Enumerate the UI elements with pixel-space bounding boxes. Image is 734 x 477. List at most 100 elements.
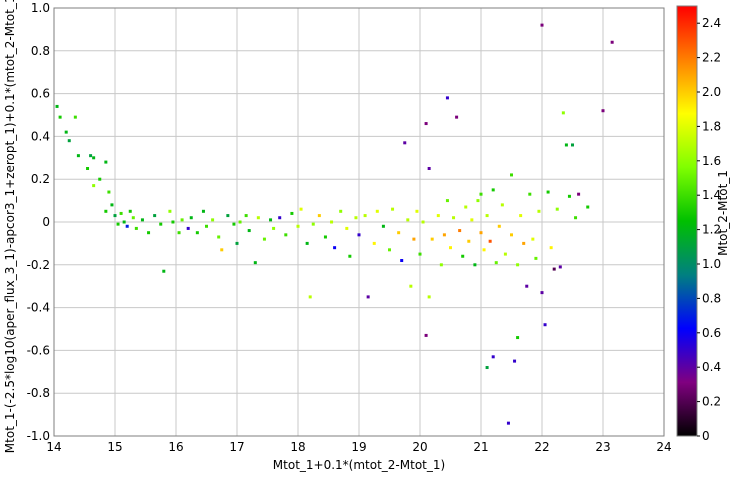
data-point — [488, 239, 492, 243]
plot-frame — [53, 7, 665, 437]
data-point — [464, 205, 468, 209]
data-point — [159, 222, 163, 226]
data-point — [442, 233, 446, 237]
data-point — [116, 222, 120, 226]
data-point — [610, 40, 614, 44]
data-point — [262, 237, 266, 241]
data-point — [540, 23, 544, 27]
data-point — [430, 237, 434, 241]
data-point — [400, 259, 404, 263]
data-point — [455, 115, 459, 119]
colorbar-tick-label: 1.6 — [702, 154, 721, 168]
data-point — [284, 233, 288, 237]
data-point — [406, 218, 410, 222]
data-point — [244, 214, 248, 218]
data-point — [217, 235, 221, 239]
data-point — [113, 214, 117, 218]
x-tick-label: 24 — [656, 440, 671, 454]
x-tick-label: 14 — [46, 440, 61, 454]
data-point — [363, 214, 367, 218]
data-point — [491, 355, 495, 359]
colorbar-tick-label: 2.0 — [702, 85, 721, 99]
data-point — [449, 246, 452, 250]
data-point — [134, 226, 138, 230]
y-axis-title: Mtot_1-(-2.5*log10(aper_flux_3_1)-apcor3… — [3, 0, 17, 453]
data-point — [415, 209, 419, 213]
data-point — [424, 122, 428, 126]
data-point — [470, 218, 474, 222]
x-tick-label: 15 — [107, 440, 122, 454]
data-point — [296, 224, 300, 228]
y-tick-label: -0.6 — [27, 343, 50, 357]
data-point — [104, 160, 108, 164]
data-point — [55, 104, 59, 108]
data-point — [497, 224, 501, 228]
data-point — [601, 109, 605, 113]
colorbar-tick-label: 0 — [702, 429, 710, 443]
data-point — [153, 214, 157, 218]
data-point — [220, 248, 224, 252]
y-tick-label: -0.2 — [27, 258, 50, 272]
colorbar-tick-labels: 0 0.2 0.4 0.6 0.8 1.0 1.2 1.4 1.6 1.8 2.0 2.2 2.4 — [697, 16, 721, 443]
data-point — [391, 207, 395, 211]
data-point — [494, 261, 498, 265]
data-point — [418, 252, 422, 256]
points-layer — [55, 23, 614, 425]
x-tick-label: 23 — [595, 440, 610, 454]
colorbar-tick-label: 0.2 — [702, 395, 721, 409]
data-point — [147, 231, 151, 235]
colorbar-title: Mtot_2-Mtot_1 — [716, 170, 730, 256]
data-point — [189, 216, 193, 220]
grid-layer — [53, 7, 665, 437]
data-point — [107, 190, 111, 194]
data-point — [253, 261, 257, 265]
data-point — [485, 214, 489, 218]
y-tick-label: 0.2 — [31, 172, 50, 186]
data-point — [104, 209, 108, 213]
colorbar-tick-label: 2.4 — [702, 16, 721, 30]
data-point — [482, 248, 486, 252]
data-point — [162, 269, 166, 273]
data-point — [238, 220, 242, 224]
colorbar — [676, 5, 698, 437]
data-point — [58, 115, 62, 119]
colorbar-tick-label: 0.4 — [702, 360, 721, 374]
data-point — [473, 263, 477, 267]
data-point — [73, 115, 77, 119]
data-point — [516, 263, 520, 267]
data-point — [317, 214, 321, 218]
data-point — [247, 229, 251, 233]
x-tick-label: 21 — [473, 440, 488, 454]
y-tick-label: -0.8 — [27, 386, 50, 400]
data-point — [128, 209, 132, 213]
x-tick-labels: 14 15 16 17 18 19 20 21 22 23 24 — [46, 440, 671, 454]
data-point — [235, 241, 239, 245]
data-point — [366, 295, 370, 299]
data-point — [503, 252, 507, 256]
colorbar-tick-label: 1.0 — [702, 257, 721, 271]
colorbar-tick-label: 0.6 — [702, 326, 721, 340]
data-point — [421, 220, 425, 224]
colorbar-tick-label: 0.8 — [702, 291, 721, 305]
data-point — [195, 231, 199, 235]
data-point — [388, 248, 391, 252]
data-point — [543, 323, 547, 327]
data-point — [305, 241, 309, 245]
data-point — [92, 184, 96, 188]
colorbar-tick-label: 1.4 — [702, 188, 721, 202]
data-point — [427, 167, 431, 170]
data-point — [491, 188, 495, 192]
data-point — [131, 216, 135, 220]
data-point — [232, 222, 236, 226]
y-tick-label: 0 — [42, 215, 50, 229]
data-point — [177, 231, 181, 235]
y-tick-label: -0.4 — [27, 301, 50, 315]
data-point — [290, 211, 294, 215]
data-point — [485, 366, 489, 370]
y-tick-label: 1.0 — [31, 1, 50, 15]
x-tick-label: 17 — [229, 440, 244, 454]
data-point — [452, 216, 456, 220]
data-point — [168, 209, 172, 213]
x-tick-label: 16 — [168, 440, 183, 454]
data-point — [278, 216, 282, 220]
